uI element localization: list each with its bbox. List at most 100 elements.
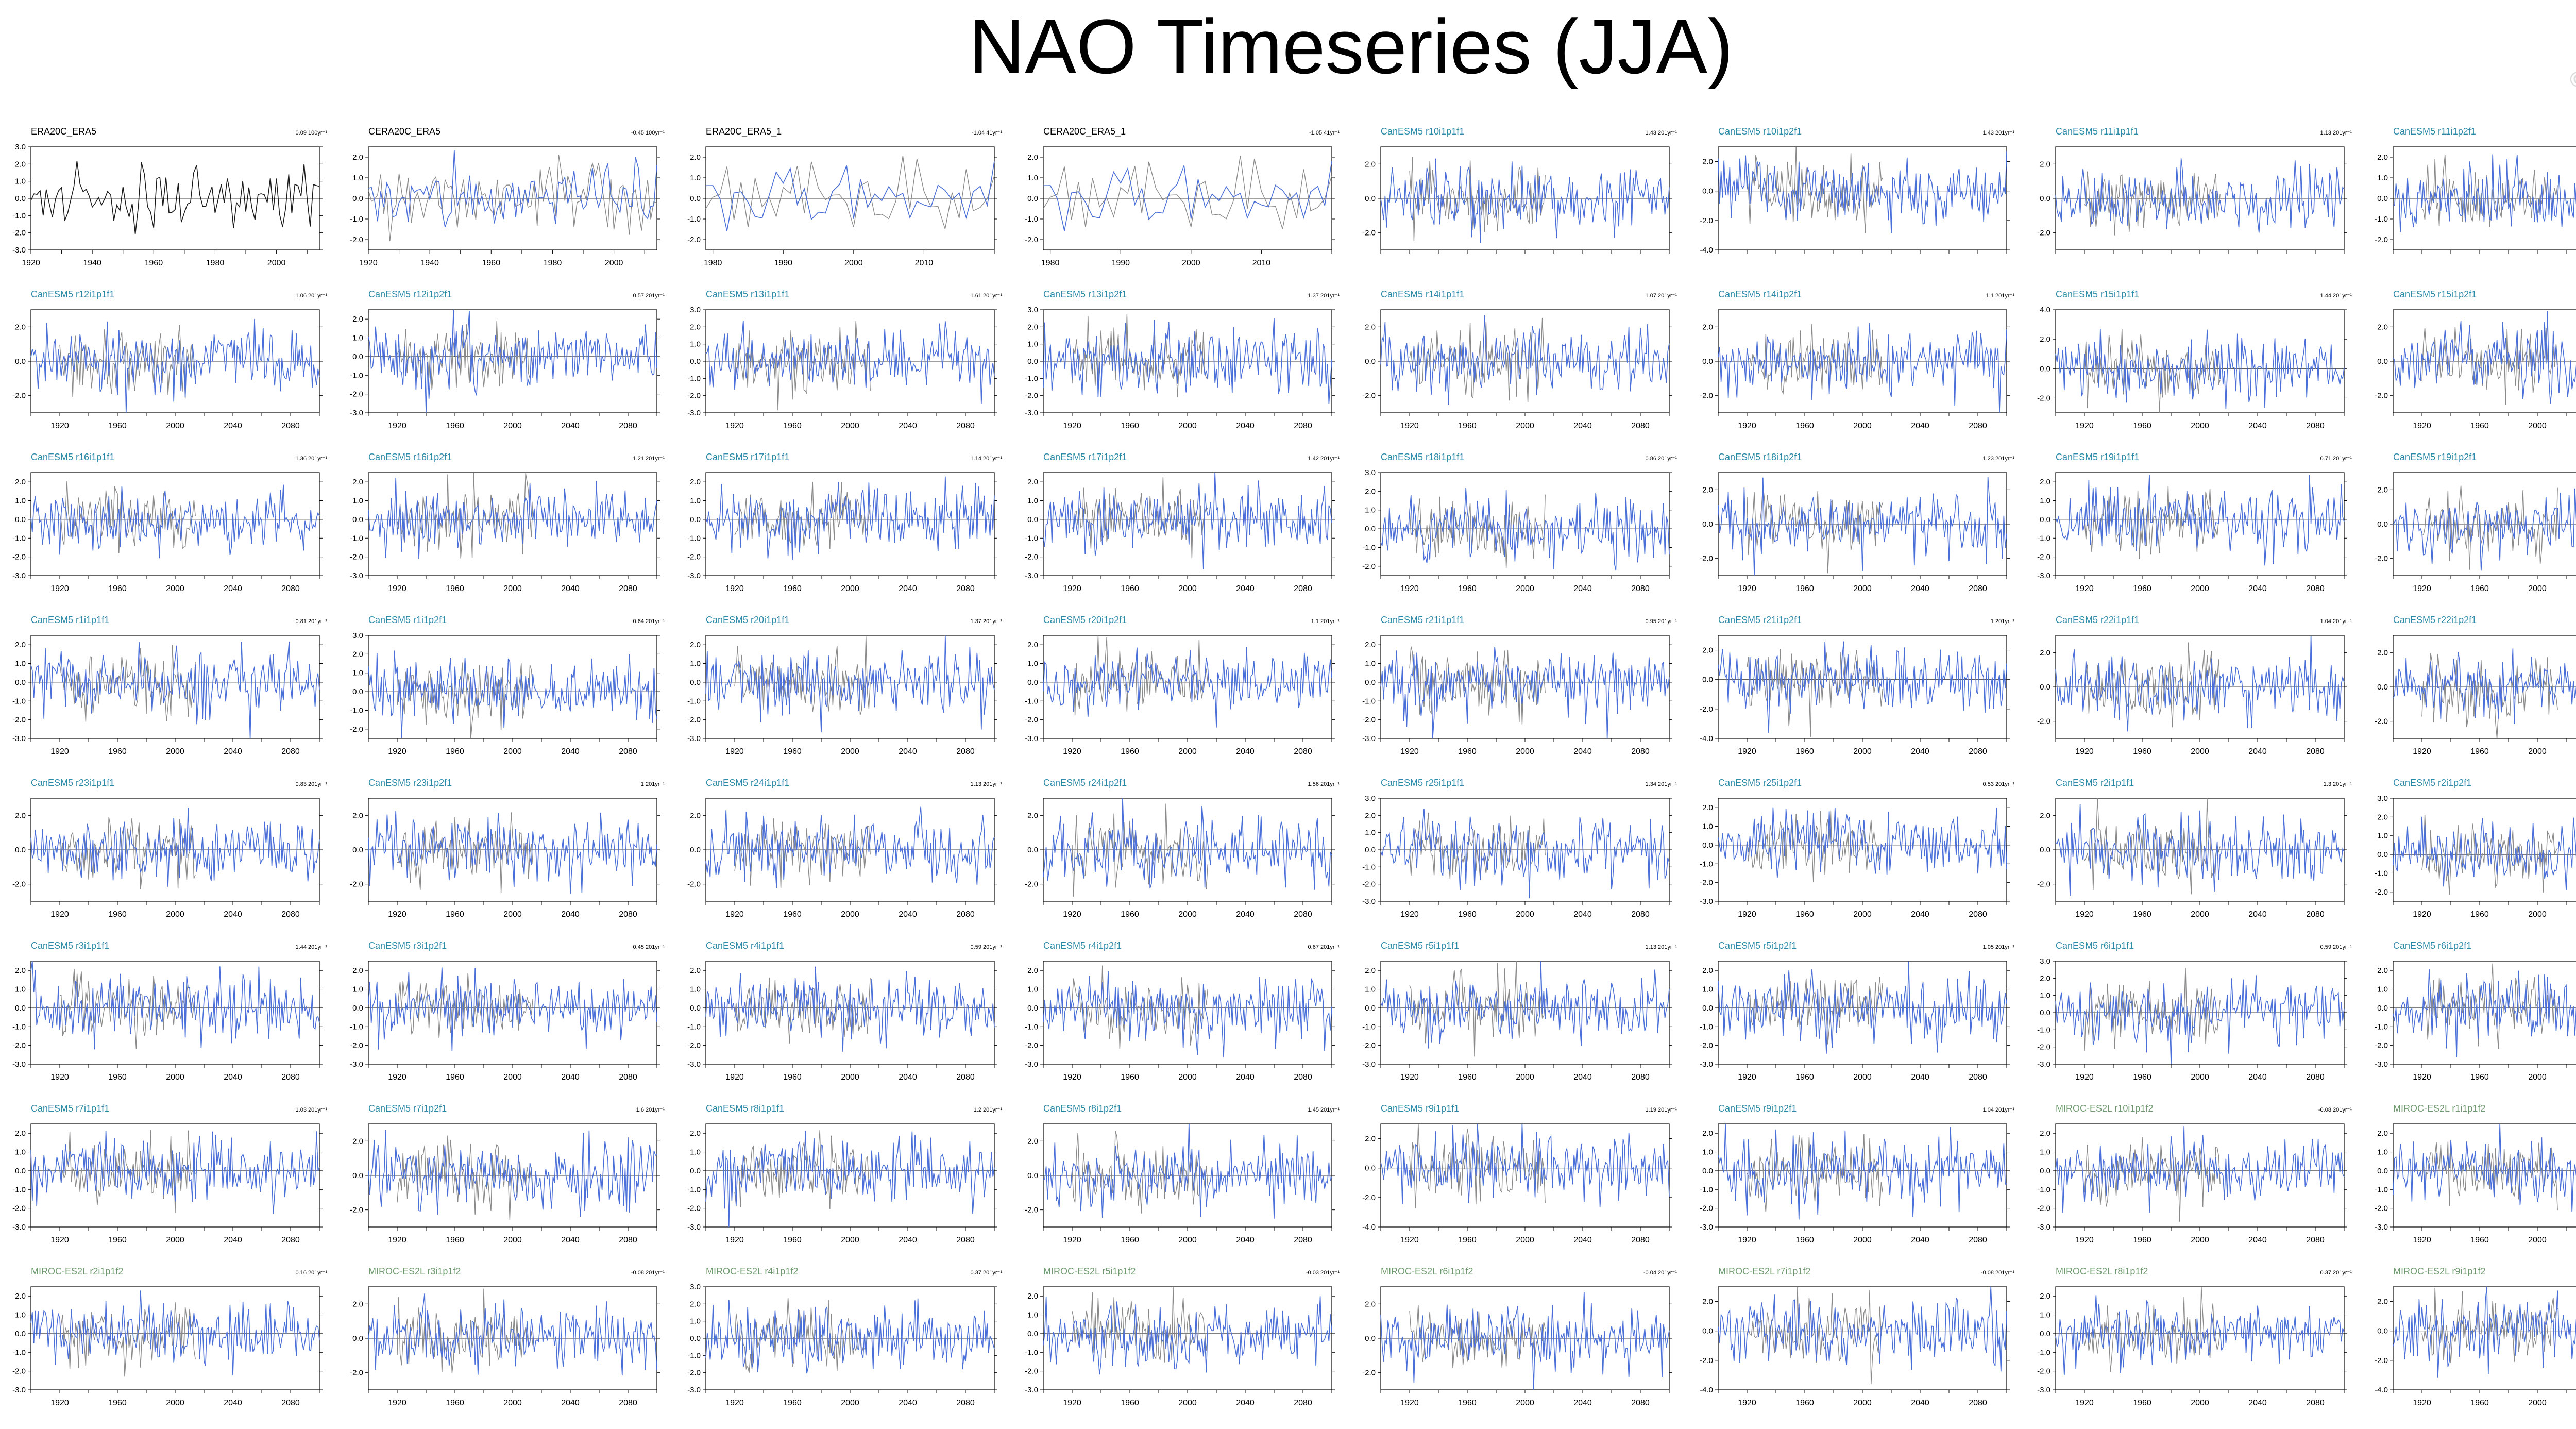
panel-trend-label: 1.14 201yr⁻¹ <box>970 456 1002 462</box>
obs-overlay-line <box>1409 812 1546 880</box>
panel-trend-label: 0.59 201yr⁻¹ <box>970 944 1002 950</box>
x-tick-label: 1960 <box>482 259 501 267</box>
panel-trend-label: 1.43 201yr⁻¹ <box>1645 130 1677 136</box>
x-tick-label: 2080 <box>2306 584 2325 593</box>
x-tick-label: 1960 <box>2133 1073 2151 1082</box>
x-tick-label: 1960 <box>446 584 464 593</box>
panel-plot: 2.0 0.0 -2.0 <box>2037 146 2347 254</box>
y-tick-label: -2.0 <box>1362 880 1376 889</box>
y-tick-label: 1.0 <box>2040 497 2050 506</box>
y-tick-label: 0.0 <box>1027 515 1038 524</box>
y-tick-label: 0.0 <box>2377 850 2388 859</box>
panel-trend-label: 1 201yr⁻¹ <box>1990 618 2014 625</box>
x-tick-label: 1920 <box>2075 1399 2094 1407</box>
y-tick-label: 2.0 <box>2040 811 2050 820</box>
x-tick-label: 1920 <box>359 259 378 267</box>
chart-panel: CanESM5 r6i1p1f1 0.59 201yr⁻¹ 3.0 2.0 1.0 0.0… <box>2025 940 2362 1103</box>
series-line <box>2055 636 2345 732</box>
obs-overlay-line <box>2084 1137 2221 1222</box>
x-tick-label: 2080 <box>2306 1399 2325 1407</box>
y-tick-label: -3.0 <box>1700 897 1713 906</box>
chart-panel: CanESM5 r7i1p1f1 1.03 201yr⁻¹ 2.0 1.0 0.0 -1.… <box>0 1103 337 1266</box>
panel-plot: 3.0 2.0 1.0 0.0 -1.0 -2.0 -3.0 1920 1960 2000 2040… <box>687 306 997 430</box>
y-tick-label: 2.0 <box>1702 158 1713 166</box>
panel-trend-label: -0.03 201yr⁻¹ <box>1306 1270 1340 1276</box>
obs-overlay-line <box>59 1302 196 1377</box>
x-tick-label: 2080 <box>2306 422 2325 430</box>
x-tick-label: 2040 <box>224 1236 242 1245</box>
panel-title: ERA20C_ERA5_1 <box>706 126 782 137</box>
panel-trend-label: 1.05 201yr⁻¹ <box>1982 944 2014 950</box>
y-tick-label: -1.0 <box>1025 1022 1038 1031</box>
panel-title: CanESM5 r5i1p2f1 <box>1718 940 1797 951</box>
y-tick-label: 1.0 <box>2040 1148 2050 1157</box>
y-tick-label: 0.0 <box>15 1167 26 1175</box>
series-line <box>368 1293 657 1376</box>
x-tick-label: 2080 <box>1969 1236 1987 1245</box>
series-line <box>1043 318 1332 404</box>
x-tick-label: 1960 <box>108 1399 127 1407</box>
x-tick-label: 1960 <box>108 1073 127 1082</box>
y-tick-label: 3.0 <box>2377 794 2388 803</box>
panel-trend-label: 0.71 201yr⁻¹ <box>2320 456 2352 462</box>
x-tick-label: 2040 <box>1911 1399 1929 1407</box>
panel-title: CanESM5 r9i1p2f1 <box>1718 1103 1797 1114</box>
panel-trend-label: 0.57 201yr⁻¹ <box>633 293 665 299</box>
panel-trend-label: 1.61 201yr⁻¹ <box>970 293 1002 299</box>
chart-panel: MIROC-ES2L r3i1p1f2 -0.08 201yr⁻¹ 2.0 0.0 -2… <box>337 1266 675 1429</box>
y-tick-label: 0.0 <box>2040 364 2050 373</box>
x-tick-label: 1920 <box>50 1073 69 1082</box>
series-line <box>2393 1286 2576 1378</box>
x-tick-label: 1960 <box>783 747 802 756</box>
panel-plot: 3.0 2.0 1.0 0.0 -1.0 -2.0 1920 1960 2000 2040 2080 <box>1362 468 1672 593</box>
panel-title: CERA20C_ERA5_1 <box>1043 126 1126 137</box>
x-tick-label: 2040 <box>1573 422 1592 430</box>
x-tick-label: 2080 <box>619 1236 637 1245</box>
y-tick-label: 2.0 <box>2377 813 2388 821</box>
obs-overlay-line <box>1072 965 1208 1050</box>
y-tick-label: -1.0 <box>2037 1185 2050 1194</box>
panel-plot: 2.0 1.0 0.0 -1.0 -2.0 -3.0 1920 1960 2000 2040 208… <box>687 1123 997 1245</box>
y-tick-label: -2.0 <box>12 1367 26 1376</box>
series-line <box>705 476 995 561</box>
x-tick-label: 1920 <box>1400 422 1419 430</box>
y-tick-label: -2.0 <box>1025 553 1038 562</box>
y-tick-label: 2.0 <box>2377 1298 2388 1306</box>
chart-panel: CanESM5 r2i1p2f11.29 201yr⁻¹3.02.01.00.0… <box>2362 778 2576 940</box>
y-tick-label: -2.0 <box>2375 554 2388 563</box>
y-tick-label: 2.0 <box>352 811 363 820</box>
panel-plot: 2.0 1.0 0.0 -1.0 -2.0 -3.0 1920 1960 2000 2040 208… <box>1700 961 2010 1082</box>
panel-trend-label: 0.95 201yr⁻¹ <box>1645 618 1677 625</box>
panel-trend-label: 0.83 201yr⁻¹ <box>295 781 327 787</box>
y-tick-label: 0.0 <box>15 515 26 524</box>
panel-trend-label: 0.09 100yr⁻¹ <box>295 130 327 136</box>
panel-title: CanESM5 r3i1p1f1 <box>31 940 110 951</box>
panel-title: CanESM5 r14i1p2f1 <box>1718 289 1802 299</box>
y-tick-label: -3.0 <box>12 734 26 743</box>
x-tick-label: 1960 <box>783 910 802 919</box>
y-tick-label: -1.0 <box>1025 1348 1038 1357</box>
y-tick-label: 2.0 <box>1027 478 1038 486</box>
panel-title: CanESM5 r11i1p2f1 <box>2393 126 2476 137</box>
x-tick-label: 2000 <box>1853 422 1872 430</box>
y-tick-label: -2.0 <box>350 1041 363 1050</box>
x-tick-label: 2000 <box>2528 910 2547 919</box>
series-line <box>30 318 320 413</box>
y-tick-label: 1.0 <box>1365 506 1376 515</box>
x-tick-label: 1960 <box>1795 584 1814 593</box>
panel-title: CanESM5 r23i1p2f1 <box>368 778 452 788</box>
x-tick-label: 2000 <box>1178 1073 1197 1082</box>
x-tick-label: 2000 <box>1853 1399 1872 1407</box>
y-tick-label: -1.0 <box>1700 1022 1713 1031</box>
x-tick-label: 2000 <box>841 1399 859 1407</box>
obs-overlay-line <box>705 156 995 229</box>
y-tick-label: -1.0 <box>350 371 363 380</box>
x-tick-label: 2000 <box>841 422 859 430</box>
x-tick-label: 2000 <box>503 584 522 593</box>
x-tick-label: 1920 <box>1400 1236 1419 1245</box>
y-tick-label: -3.0 <box>687 1223 701 1232</box>
